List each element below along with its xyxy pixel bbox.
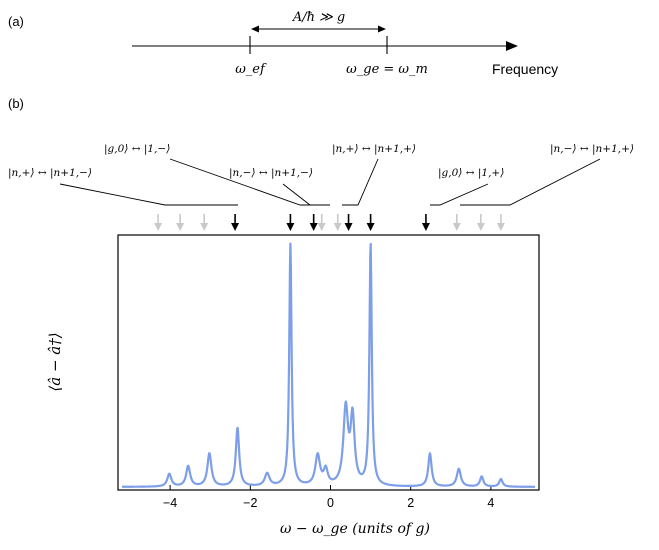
transition-label-2: |g,0⟩ ↔ |1,−⟩ [104, 143, 170, 156]
x-tick-label: −4 [163, 496, 177, 510]
y-axis-label: ⟨â − â†⟩ [46, 332, 64, 391]
x-tick-label: −2 [243, 496, 257, 510]
gray-arrow [317, 214, 326, 231]
splitting-label: A/ħ ≫ g [292, 10, 345, 25]
splitting-arrow [251, 25, 386, 33]
x-tick-label: 2 [407, 496, 414, 510]
x-tick-label: 4 [487, 496, 494, 510]
spectrum-line [121, 242, 536, 488]
omega-ge-label: ω_ge = ω_m [346, 62, 428, 77]
leader-line-5 [430, 183, 489, 206]
transition-label-5: |g,0⟩ ↔ |1,+⟩ [438, 167, 504, 180]
leader-lines [59, 158, 601, 206]
black-arrow [286, 214, 295, 231]
leader-line-3 [282, 183, 330, 206]
x-axis-label: ω − ω_ge (units of g) [280, 521, 430, 537]
gray-arrow [154, 214, 163, 231]
frequency-label: Frequency [492, 61, 558, 77]
panel-b-label: (b) [8, 96, 24, 111]
transition-label-1: |n,+⟩ ↔ |n+1,−⟩ [8, 167, 92, 180]
leader-line-2 [169, 158, 313, 206]
omega-ef-label: ω_ef [235, 62, 267, 77]
black-arrow [309, 214, 318, 231]
black-arrow [366, 214, 375, 231]
transition-label-6: |n,−⟩ ↔ |n+1,+⟩ [550, 143, 634, 156]
black-arrow [231, 214, 240, 231]
transition-label-4: |n,+⟩ ↔ |n+1,+⟩ [332, 143, 416, 156]
x-ticks: −4 −2 0 2 4 [163, 485, 494, 510]
panel-a-label: (a) [8, 14, 24, 29]
gray-arrow [176, 214, 185, 231]
gray-arrow [333, 214, 342, 231]
transition-arrows [154, 214, 505, 231]
x-tick-label: 0 [327, 496, 334, 510]
leader-line-4 [342, 158, 379, 206]
frequency-axis [132, 41, 518, 51]
leader-line-1 [59, 183, 238, 206]
gray-arrow [452, 214, 461, 231]
transition-label-3: |n,−⟩ ↔ |n+1,−⟩ [229, 167, 313, 180]
plot-frame [117, 234, 540, 491]
gray-arrow [476, 214, 485, 231]
black-arrow [421, 214, 430, 231]
black-arrow [344, 214, 353, 231]
leader-line-6 [460, 158, 601, 206]
gray-arrow [200, 214, 209, 231]
gray-arrow [496, 214, 505, 231]
